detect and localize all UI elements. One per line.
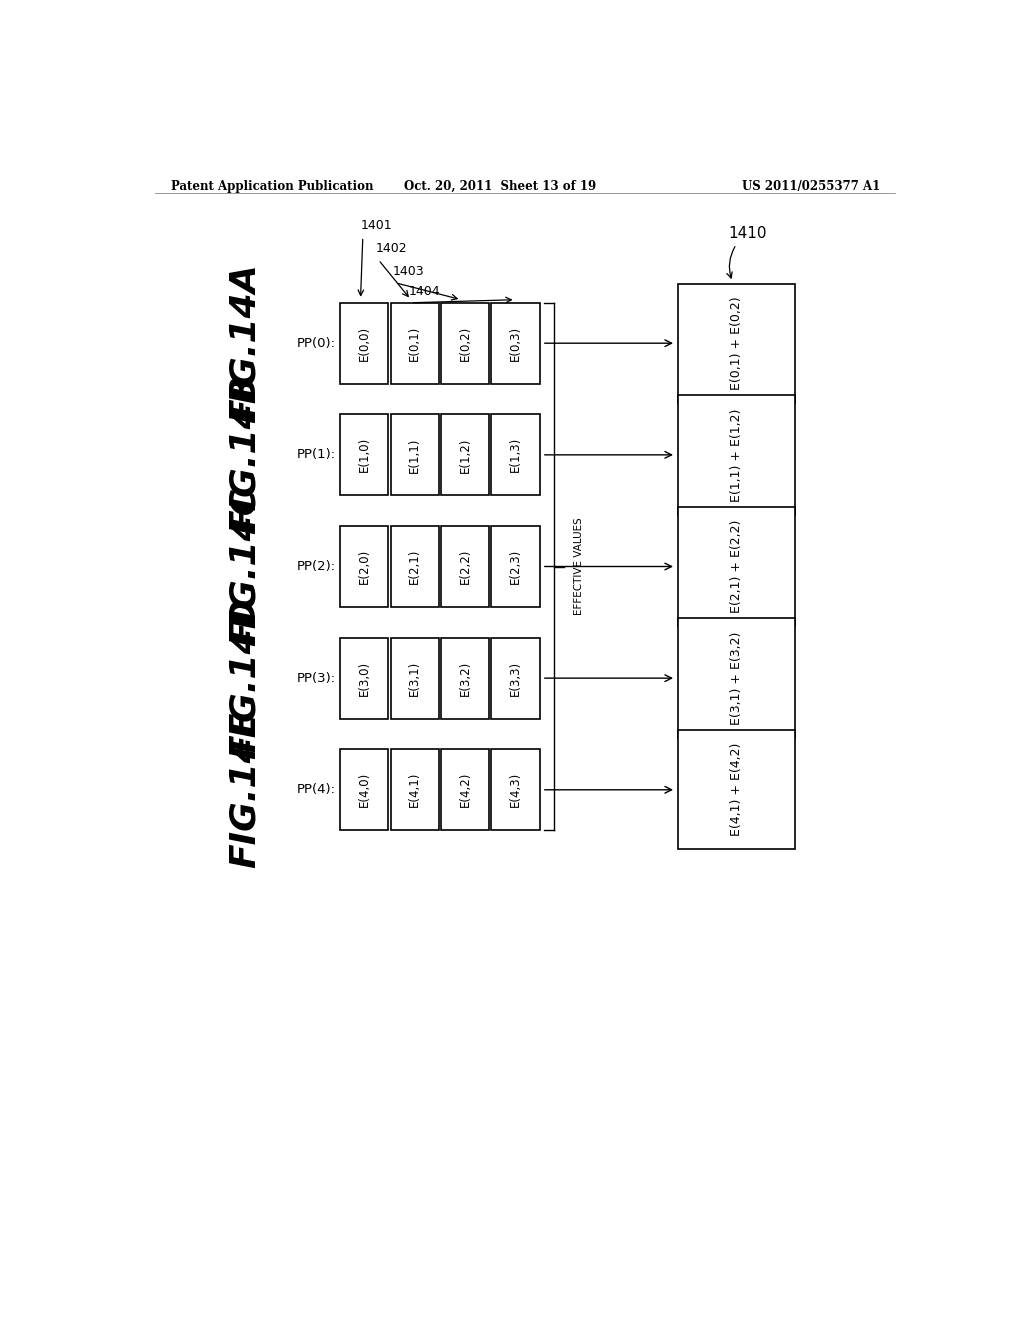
Text: E(2,1): E(2,1) xyxy=(409,549,421,585)
Text: E(1,3): E(1,3) xyxy=(509,437,522,473)
Text: FIG.14B: FIG.14B xyxy=(227,375,261,535)
Bar xyxy=(340,638,388,718)
Bar xyxy=(678,395,795,515)
Text: E(0,0): E(0,0) xyxy=(357,326,371,360)
Text: FIG.14E: FIG.14E xyxy=(227,711,261,869)
Text: E(0,1): E(0,1) xyxy=(409,326,421,360)
Text: FIG.14C: FIG.14C xyxy=(227,487,261,645)
Text: US 2011/0255377 A1: US 2011/0255377 A1 xyxy=(741,180,880,193)
Text: E(1,1): E(1,1) xyxy=(409,437,421,473)
Bar xyxy=(391,302,438,384)
Text: E(4,0): E(4,0) xyxy=(357,772,371,808)
Bar xyxy=(441,527,489,607)
Bar xyxy=(340,414,388,495)
Text: E(0,2): E(0,2) xyxy=(459,326,472,360)
Bar xyxy=(441,638,489,718)
Text: E(2,0): E(2,0) xyxy=(357,549,371,585)
Text: E(4,1): E(4,1) xyxy=(409,772,421,808)
Text: PP(3):: PP(3): xyxy=(297,672,336,685)
Text: Patent Application Publication: Patent Application Publication xyxy=(171,180,373,193)
Bar xyxy=(391,414,438,495)
Text: PP(4):: PP(4): xyxy=(297,783,336,796)
Text: E(1,1) + E(1,2): E(1,1) + E(1,2) xyxy=(730,408,742,502)
Text: EFFECTIVE VALUES: EFFECTIVE VALUES xyxy=(573,517,584,615)
Bar xyxy=(441,302,489,384)
Text: E(3,1) + E(3,2): E(3,1) + E(3,2) xyxy=(730,631,742,725)
Text: E(0,3): E(0,3) xyxy=(509,326,522,360)
Bar xyxy=(340,302,388,384)
Text: E(4,1) + E(4,2): E(4,1) + E(4,2) xyxy=(730,743,742,837)
Text: E(3,2): E(3,2) xyxy=(459,660,472,696)
Bar xyxy=(492,302,540,384)
Bar xyxy=(391,527,438,607)
Text: PP(1):: PP(1): xyxy=(297,449,336,462)
Text: 1403: 1403 xyxy=(393,265,425,279)
Bar xyxy=(340,750,388,830)
Bar xyxy=(678,730,795,850)
Text: E(2,1) + E(2,2): E(2,1) + E(2,2) xyxy=(730,520,742,614)
Text: 1401: 1401 xyxy=(360,219,392,232)
Text: E(3,3): E(3,3) xyxy=(509,660,522,696)
Text: E(3,0): E(3,0) xyxy=(357,660,371,696)
Bar xyxy=(492,414,540,495)
Bar xyxy=(678,507,795,626)
Text: PP(0):: PP(0): xyxy=(297,337,336,350)
Text: E(3,1): E(3,1) xyxy=(409,660,421,696)
Text: E(1,2): E(1,2) xyxy=(459,437,472,473)
Text: E(2,2): E(2,2) xyxy=(459,549,472,585)
Bar xyxy=(340,527,388,607)
Bar xyxy=(441,750,489,830)
Text: 1402: 1402 xyxy=(376,242,408,255)
Bar xyxy=(678,284,795,403)
Bar xyxy=(391,750,438,830)
Bar xyxy=(441,414,489,495)
Bar xyxy=(492,527,540,607)
Text: E(2,3): E(2,3) xyxy=(509,549,522,585)
Text: E(0,1) + E(0,2): E(0,1) + E(0,2) xyxy=(730,297,742,389)
Text: PP(2):: PP(2): xyxy=(297,560,336,573)
Text: E(1,0): E(1,0) xyxy=(357,437,371,473)
Text: 1404: 1404 xyxy=(409,285,440,298)
Text: 1410: 1410 xyxy=(729,226,767,242)
Bar xyxy=(492,638,540,718)
Text: E(4,3): E(4,3) xyxy=(509,772,522,808)
Bar xyxy=(678,619,795,738)
Text: E(4,2): E(4,2) xyxy=(459,772,472,808)
Text: FIG.14A: FIG.14A xyxy=(227,263,261,424)
Bar xyxy=(391,638,438,718)
Bar xyxy=(492,750,540,830)
Text: Oct. 20, 2011  Sheet 13 of 19: Oct. 20, 2011 Sheet 13 of 19 xyxy=(403,180,596,193)
Text: FIG.14D: FIG.14D xyxy=(227,597,261,759)
